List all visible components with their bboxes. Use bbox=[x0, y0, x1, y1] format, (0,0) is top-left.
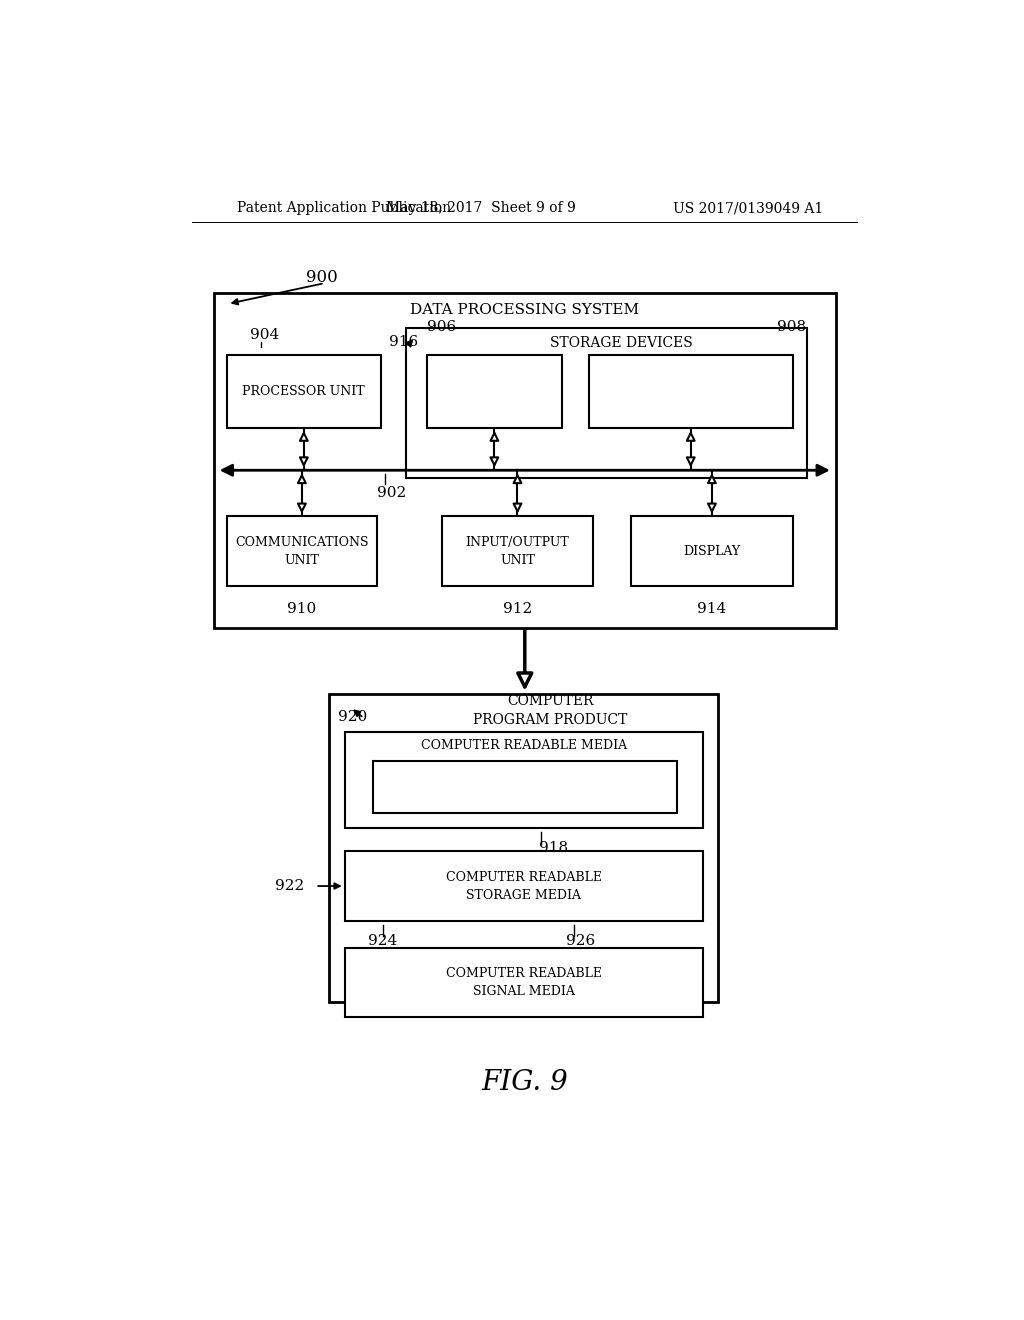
Text: PERSISTENT
STORAGE: PERSISTENT STORAGE bbox=[648, 376, 734, 407]
Text: COMPUTER
PROGRAM PRODUCT: COMPUTER PROGRAM PRODUCT bbox=[473, 694, 628, 727]
Text: 924: 924 bbox=[368, 933, 397, 948]
Text: COMPUTER READABLE
SIGNAL MEDIA: COMPUTER READABLE SIGNAL MEDIA bbox=[445, 966, 602, 998]
Bar bbox=[631, 516, 793, 586]
Bar bbox=[345, 948, 702, 1016]
Text: DATA PROCESSING SYSTEM: DATA PROCESSING SYSTEM bbox=[411, 304, 639, 317]
Text: INPUT/OUTPUT
UNIT: INPUT/OUTPUT UNIT bbox=[466, 536, 569, 566]
Bar bbox=[407, 327, 807, 478]
Text: COMPUTER READABLE
STORAGE MEDIA: COMPUTER READABLE STORAGE MEDIA bbox=[445, 871, 602, 902]
Bar bbox=[214, 293, 836, 628]
Bar bbox=[442, 516, 593, 586]
Text: 906: 906 bbox=[427, 319, 457, 334]
Text: COMMUNICATIONS
UNIT: COMMUNICATIONS UNIT bbox=[236, 536, 369, 566]
Text: 900: 900 bbox=[305, 269, 337, 286]
Text: Patent Application Publication: Patent Application Publication bbox=[237, 202, 451, 215]
Bar bbox=[427, 355, 562, 428]
Text: 902: 902 bbox=[377, 486, 407, 500]
Bar bbox=[226, 516, 377, 586]
Text: COMPUTER READABLE MEDIA: COMPUTER READABLE MEDIA bbox=[421, 739, 627, 752]
Bar bbox=[345, 851, 702, 921]
Text: MEMORY: MEMORY bbox=[463, 385, 525, 397]
Bar bbox=[589, 355, 793, 428]
Text: 926: 926 bbox=[566, 933, 595, 948]
Bar bbox=[373, 760, 677, 813]
Text: 904: 904 bbox=[250, 327, 280, 342]
Text: 912: 912 bbox=[503, 602, 532, 616]
Text: US 2017/0139049 A1: US 2017/0139049 A1 bbox=[674, 202, 823, 215]
Bar bbox=[345, 733, 702, 829]
Bar bbox=[330, 693, 718, 1002]
Text: 918: 918 bbox=[539, 841, 568, 855]
Text: PROGRAM CODE: PROGRAM CODE bbox=[469, 780, 582, 793]
Text: 910: 910 bbox=[288, 602, 316, 616]
Text: 920: 920 bbox=[339, 710, 368, 723]
Text: FIG. 9: FIG. 9 bbox=[481, 1069, 568, 1096]
Text: 914: 914 bbox=[697, 602, 727, 616]
Text: May 18, 2017  Sheet 9 of 9: May 18, 2017 Sheet 9 of 9 bbox=[386, 202, 575, 215]
Text: STORAGE DEVICES: STORAGE DEVICES bbox=[551, 337, 693, 350]
Text: PROCESSOR UNIT: PROCESSOR UNIT bbox=[243, 385, 366, 397]
Text: 916: 916 bbox=[388, 335, 418, 348]
Bar bbox=[226, 355, 381, 428]
Text: 908: 908 bbox=[777, 319, 807, 334]
Text: DISPLAY: DISPLAY bbox=[683, 545, 740, 557]
Text: 922: 922 bbox=[275, 879, 304, 894]
